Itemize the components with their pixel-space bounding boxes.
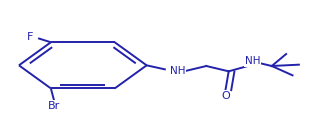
Text: F: F [27, 32, 33, 42]
Text: Br: Br [48, 101, 60, 111]
Text: NH: NH [170, 66, 185, 76]
Text: O: O [221, 91, 230, 101]
Text: NH: NH [245, 56, 260, 66]
